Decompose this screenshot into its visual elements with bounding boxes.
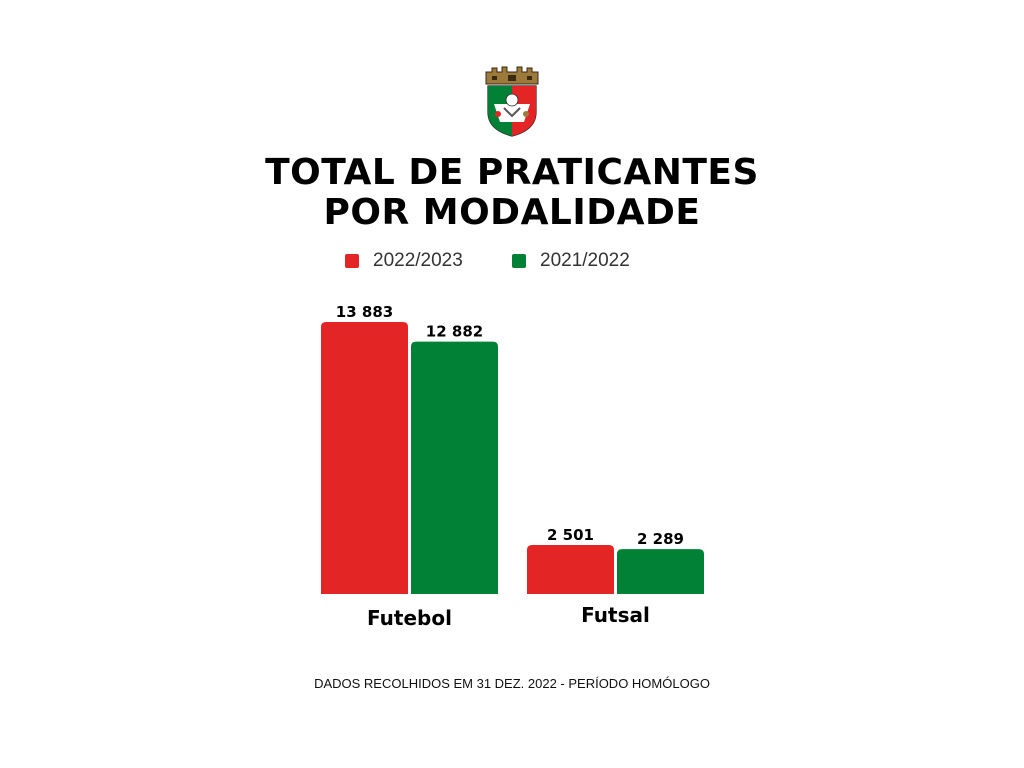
bar-futsal-2022-2023 bbox=[527, 544, 614, 594]
data-label: 13 883 bbox=[336, 303, 393, 321]
bar-futebol-2021-2022 bbox=[411, 341, 498, 594]
footnote: DADOS RECOLHIDOS EM 31 DEZ. 2022 - PERÍO… bbox=[314, 676, 710, 691]
coat-of-arms-icon bbox=[485, 66, 539, 137]
category-label-futsal: Futsal bbox=[581, 603, 650, 627]
bar-futebol-2022-2023 bbox=[321, 322, 408, 594]
chart-title-line-1: TOTAL DE PRATICANTES bbox=[265, 152, 759, 193]
chart-title-line-2: POR MODALIDADE bbox=[323, 192, 701, 233]
legend-item-2021-2022: 2021/2022 bbox=[512, 250, 630, 272]
data-label: 2 501 bbox=[547, 526, 594, 544]
bar-futsal-2021-2022 bbox=[617, 549, 704, 594]
data-label: 2 289 bbox=[637, 530, 684, 548]
legend-label: 2021/2022 bbox=[540, 250, 630, 271]
legend-item-2022-2023: 2022/2023 bbox=[345, 250, 463, 272]
category-label-futebol: Futebol bbox=[367, 606, 452, 630]
legend-swatch-green bbox=[512, 254, 526, 268]
legend-label: 2022/2023 bbox=[373, 250, 463, 271]
data-label: 12 882 bbox=[426, 323, 483, 341]
legend-swatch-red bbox=[345, 254, 359, 268]
